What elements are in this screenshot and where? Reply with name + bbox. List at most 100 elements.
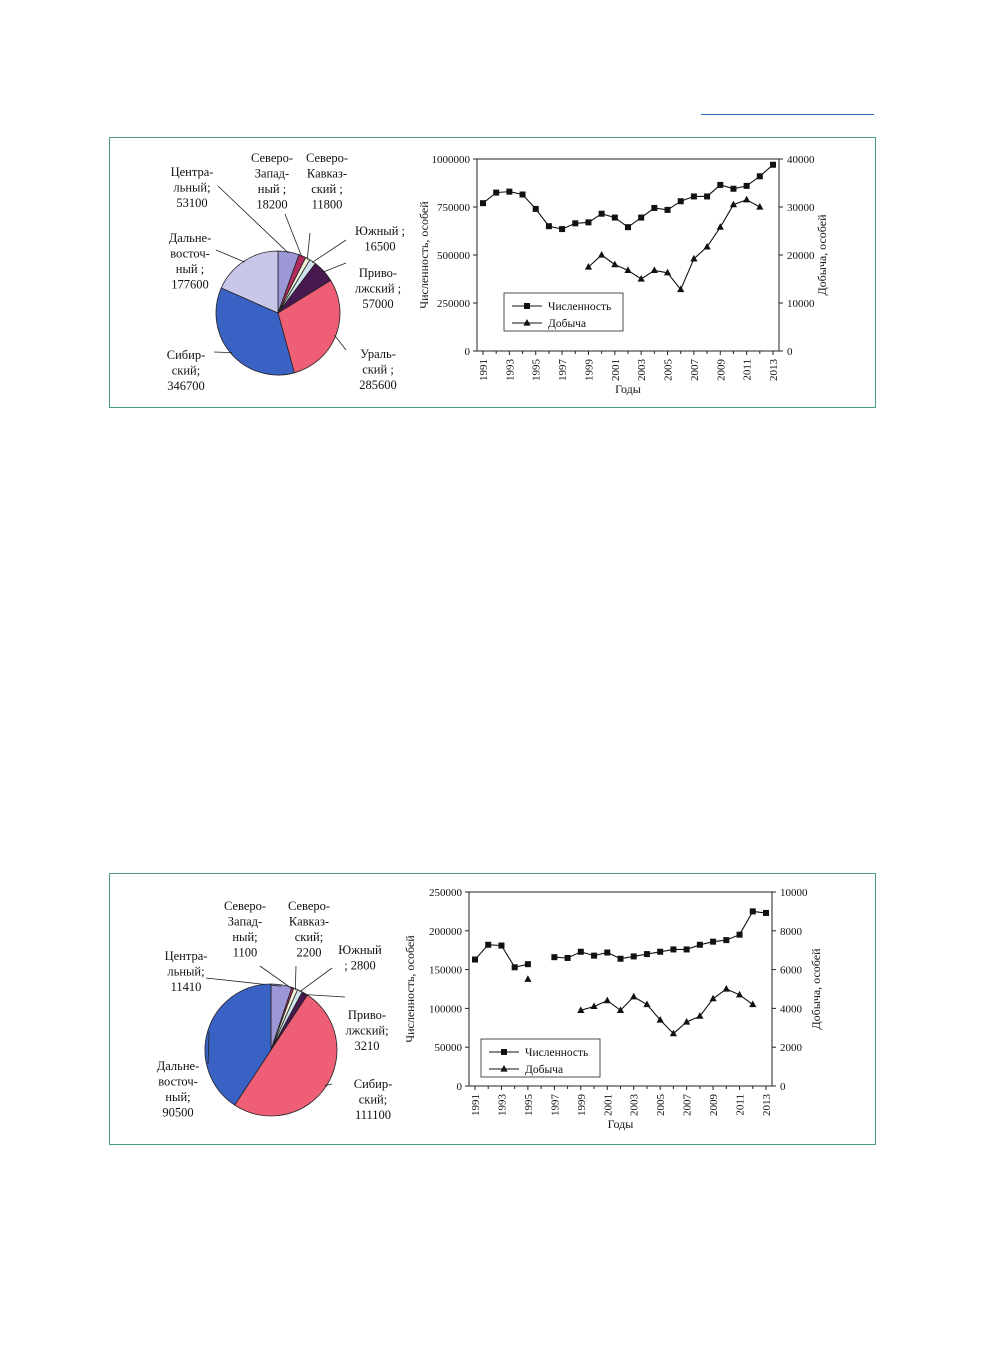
pie-leader-line	[304, 994, 346, 998]
legend-marker-square	[524, 303, 530, 309]
x-tick-label: 1999	[576, 1094, 588, 1117]
legend-label: Численность	[525, 1047, 588, 1059]
data-point-square	[630, 953, 637, 960]
data-point-triangle	[729, 200, 738, 208]
data-point-square	[756, 173, 763, 180]
pie-leader-line	[306, 232, 311, 260]
x-tick-label: 1995	[531, 359, 543, 382]
data-point-triangle	[598, 251, 606, 258]
x-tick-label: 2011	[735, 1094, 747, 1116]
data-point-square	[577, 948, 584, 955]
data-point-triangle	[603, 996, 611, 1004]
pie-leader-line	[324, 1083, 333, 1087]
legend-marker-triangle	[523, 319, 531, 326]
data-point-square	[611, 214, 618, 221]
y-tick-label: 1000000	[432, 154, 471, 166]
data-point-square	[498, 942, 505, 949]
pie-leader-line	[215, 249, 245, 263]
x-tick-label: 2005	[655, 1094, 667, 1117]
pie-label-line: 177600	[171, 278, 209, 292]
legend-label: Численность	[548, 301, 611, 313]
pie-slice-ural	[277, 279, 341, 374]
pie-leader-line	[217, 185, 289, 254]
data-point-square	[770, 161, 776, 168]
pie-label-line: ный ;	[176, 262, 204, 276]
pie-label-line: 111100	[355, 1108, 391, 1122]
pie-leader-line	[259, 965, 293, 990]
data-point-triangle	[716, 223, 724, 230]
pie-label-siberian: Дальне-восточ-ный; 90500	[157, 1059, 200, 1120]
y2-tick-label: 10000	[780, 887, 808, 899]
pie-label-line: 3210	[355, 1039, 380, 1053]
pie-label-line: Кавказ-	[289, 915, 329, 929]
y2-tick-label: 2000	[780, 1042, 803, 1054]
y-axis-label: Численность, особей	[417, 201, 431, 309]
data-point-square	[664, 206, 671, 213]
data-point-square	[572, 220, 579, 227]
data-point-triangle	[616, 1006, 625, 1013]
pie-label-line: 346700	[167, 379, 205, 393]
pie-leader-line	[311, 239, 347, 263]
data-point-square	[519, 191, 526, 198]
x-tick-label: 2003	[636, 359, 648, 382]
data-point-square	[743, 182, 750, 189]
legend-box	[503, 292, 624, 332]
pie-label-line: восточ-	[158, 1075, 198, 1089]
data-point-square	[717, 181, 724, 188]
y2-axis-label: Добыча, особей	[809, 948, 823, 1030]
pie-label-line: Дальне-	[169, 231, 212, 245]
pie-label-line: 90500	[162, 1106, 193, 1120]
figure-1-frame: Центра-льный; 53100 Северо- Запад-ный ; 1820…	[109, 137, 876, 408]
x-tick-label: 2009	[708, 1094, 720, 1117]
pie-leader-line	[322, 262, 347, 273]
pie-label-central: Центра-льный;11410	[165, 949, 208, 994]
x-tick-label: 1993	[496, 1094, 508, 1117]
x-tick-label: 1991	[470, 1094, 482, 1116]
figure-1-canvas: Центра-льный;53100 Северо- Запад-ный ; 1820…	[167, 151, 829, 396]
data-point-triangle	[703, 242, 711, 250]
x-axis-label: Годы	[615, 382, 641, 396]
data-point-triangle	[663, 268, 672, 276]
legend-marker-square	[501, 1049, 507, 1055]
data-point-square	[677, 198, 684, 205]
y2-tick-label: 8000	[780, 926, 803, 938]
y-tick-label: 250000	[437, 298, 471, 310]
header-rule	[701, 114, 874, 115]
pie-label-line: 11410	[171, 980, 202, 994]
pie-label-northcaucasus: Северо- Кавказ-ский; 2200	[288, 899, 330, 960]
data-point-square	[480, 200, 486, 207]
pie-label-ural: Ураль-ский ;285600	[359, 347, 397, 392]
data-point-triangle	[643, 1000, 651, 1008]
data-point-square	[638, 214, 645, 221]
pie-label-line: ; 2800	[344, 959, 376, 973]
pie-label-volga: Приво-лжский;3210	[345, 1008, 388, 1053]
x-tick-label: 2003	[629, 1094, 641, 1117]
pie-label-line: Приво-	[348, 1008, 386, 1022]
pie-label-line: Запад-	[228, 915, 262, 929]
x-tick-label: 1993	[504, 359, 516, 382]
data-point-triangle	[677, 285, 685, 293]
y-tick-label: 500000	[437, 250, 471, 262]
pie-label-line: ный;	[232, 930, 257, 944]
pie-label-line: 1100	[233, 946, 258, 960]
y-tick-label: 250000	[429, 887, 463, 899]
pie-label-line: Кавказ-	[307, 167, 347, 181]
data-point-triangle	[630, 992, 638, 1000]
figure-2-canvas: Центра-льный;11410Северо-Запад-ный;1100С…	[157, 887, 823, 1131]
data-point-square	[545, 223, 552, 230]
pie-label-line: Запад-	[255, 167, 289, 181]
y2-tick-label: 0	[787, 346, 793, 358]
data-point-square	[763, 909, 769, 916]
x-tick-label: 2007	[682, 1094, 694, 1117]
y-tick-label: 0	[465, 346, 471, 358]
data-point-square	[625, 224, 631, 231]
x-tick-label: 2011	[742, 359, 754, 381]
legend-marker-triangle	[500, 1065, 508, 1072]
legend-label: Добыча	[525, 1064, 563, 1076]
pie-leader-line	[207, 1031, 210, 1065]
pie-label-fareast: Дальне-восточ-ный ; 177600	[169, 231, 212, 292]
pie-label-line: ский;	[295, 930, 323, 944]
pie-label-line: 57000	[362, 297, 393, 311]
data-point-triangle	[637, 275, 645, 282]
data-point-square	[559, 226, 566, 233]
